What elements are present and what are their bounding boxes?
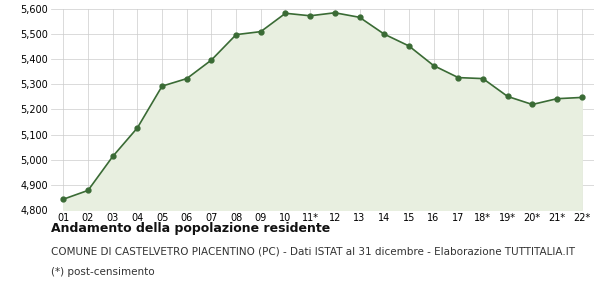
Text: (*) post-censimento: (*) post-censimento (51, 267, 155, 277)
Text: Andamento della popolazione residente: Andamento della popolazione residente (51, 222, 330, 235)
Text: COMUNE DI CASTELVETRO PIACENTINO (PC) - Dati ISTAT al 31 dicembre - Elaborazione: COMUNE DI CASTELVETRO PIACENTINO (PC) - … (51, 246, 575, 256)
